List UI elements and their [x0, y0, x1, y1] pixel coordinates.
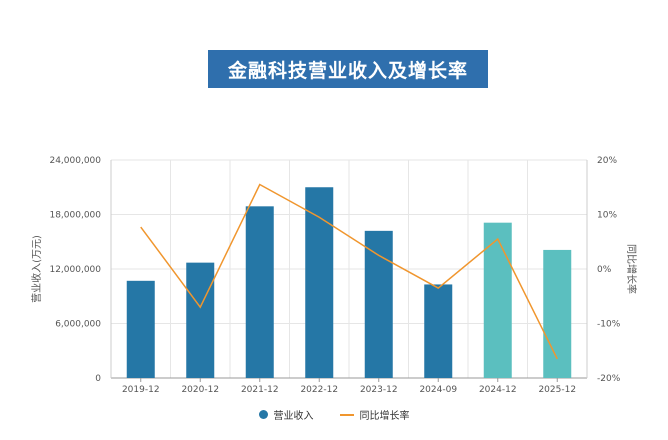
legend: 营业收入 同比增长率	[0, 407, 668, 422]
gridlines	[110, 159, 588, 378]
bars	[126, 187, 572, 378]
x-tick-label: 2024-12	[479, 385, 517, 395]
x-tick-label: 2025-12	[538, 385, 576, 395]
legend-label-revenue: 营业收入	[273, 411, 314, 422]
bar	[245, 206, 274, 378]
x-tick-label: 2021-12	[241, 385, 279, 395]
y-tick-label-left: 18,000,000	[49, 211, 101, 221]
y-tick-label-right: -20%	[597, 374, 621, 384]
bar	[364, 230, 393, 378]
growth-line	[140, 183, 558, 360]
y-tick-label-left: 6,000,000	[55, 320, 101, 330]
y-tick-label-left: 24,000,000	[49, 156, 101, 166]
bar	[186, 262, 215, 378]
x-tick-label: 2020-12	[181, 385, 219, 395]
bar	[483, 222, 512, 378]
x-tick-label: 2023-12	[360, 385, 398, 395]
x-tick-label: 2022-12	[300, 385, 338, 395]
y-axis-title-right: 同比增长率	[625, 244, 638, 294]
legend-label-growth: 同比增长率	[359, 411, 410, 422]
y-tick-label-left: 12,000,000	[49, 265, 101, 275]
y-tick-label-right: 10%	[597, 211, 617, 221]
bar	[543, 249, 572, 378]
bar	[424, 284, 453, 378]
legend-marker-revenue	[258, 410, 268, 419]
tick-labels: 0 6,000,000 12,000,000 18,000,000 24,000,000…	[30, 156, 638, 395]
bar	[305, 187, 334, 378]
growth-line-path	[140, 183, 558, 360]
y-tick-label-right: -10%	[597, 320, 621, 330]
y-axis-title-left: 营业收入(万元)	[30, 235, 43, 303]
legend-item-revenue[interactable]: 营业收入	[258, 407, 314, 422]
y-tick-label-left: 0	[95, 374, 101, 384]
legend-marker-growth	[339, 413, 354, 416]
y-tick-label-right: 0%	[597, 265, 612, 275]
y-tick-label-right: 20%	[597, 156, 617, 166]
chart-title: 金融科技营业收入及增长率	[208, 50, 488, 88]
bar	[126, 280, 155, 378]
x-tick-label: 2019-12	[122, 385, 160, 395]
x-tick-label: 2024-09	[419, 385, 457, 395]
legend-item-growth[interactable]: 同比增长率	[339, 407, 410, 422]
